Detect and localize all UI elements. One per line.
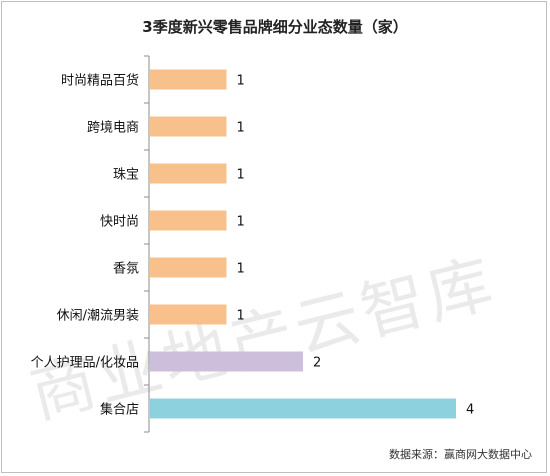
bar xyxy=(150,116,227,137)
data-label: 1 xyxy=(237,121,245,136)
source-note: 数据来源：赢商网大数据中心 xyxy=(389,448,532,461)
data-label: 2 xyxy=(313,356,321,371)
data-label: 1 xyxy=(237,168,245,183)
category-label: 珠宝 xyxy=(113,168,139,183)
category-label: 时尚精品百货 xyxy=(61,73,139,89)
data-label: 4 xyxy=(466,403,474,418)
bar xyxy=(150,163,227,184)
data-label: 1 xyxy=(237,309,245,324)
data-label: 1 xyxy=(237,215,245,230)
category-label: 跨境电商 xyxy=(87,121,139,136)
category-label: 快时尚 xyxy=(100,215,139,230)
bar xyxy=(150,398,456,419)
data-label: 1 xyxy=(237,262,245,277)
bar xyxy=(150,351,303,372)
category-label: 香氛 xyxy=(113,262,139,277)
category-label: 集合店 xyxy=(100,402,139,418)
bar xyxy=(150,304,227,325)
bar xyxy=(150,257,227,278)
data-label: 1 xyxy=(237,74,245,89)
chart-title: 3季度新兴零售品牌细分业态数量（家） xyxy=(142,18,408,36)
bar xyxy=(150,210,227,231)
category-label: 休闲/潮流男装 xyxy=(57,309,139,324)
category-label: 个人护理品/化妆品 xyxy=(31,356,139,371)
bar xyxy=(150,69,227,90)
